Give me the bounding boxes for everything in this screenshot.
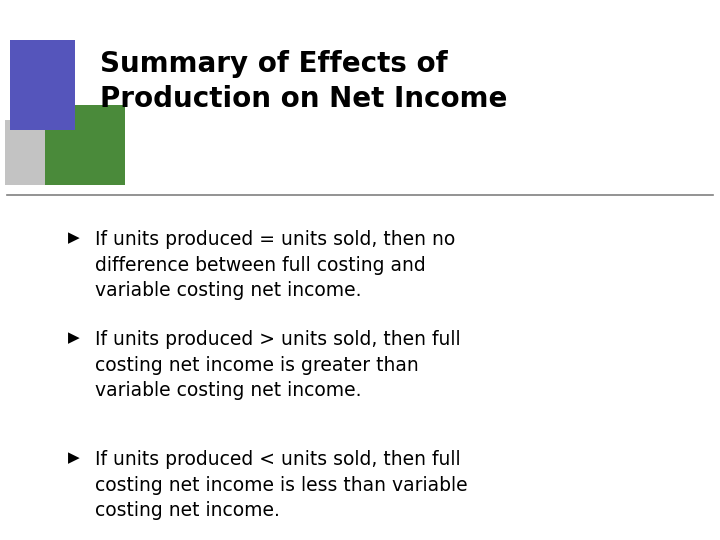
Text: Production on Net Income: Production on Net Income: [100, 85, 508, 113]
Text: If units produced = units sold, then no
difference between full costing and
vari: If units produced = units sold, then no …: [95, 230, 455, 300]
Bar: [45, 105, 125, 185]
Bar: [5, 120, 75, 185]
Text: If units produced < units sold, then full
costing net income is less than variab: If units produced < units sold, then ful…: [95, 450, 467, 521]
Text: Summary of Effects of: Summary of Effects of: [100, 50, 448, 78]
Text: ▶: ▶: [68, 230, 80, 245]
Text: ▶: ▶: [68, 330, 80, 345]
Bar: [10, 40, 75, 130]
Text: ▶: ▶: [68, 450, 80, 465]
Text: If units produced > units sold, then full
costing net income is greater than
var: If units produced > units sold, then ful…: [95, 330, 461, 401]
